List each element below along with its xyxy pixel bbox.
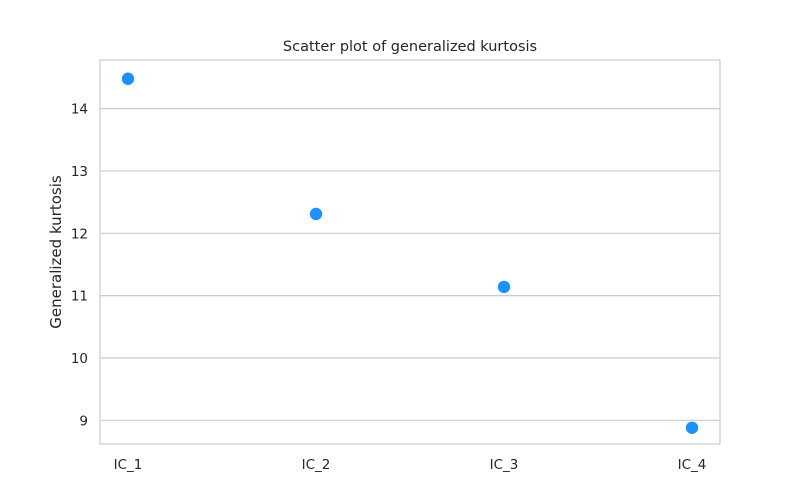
chart-title: Scatter plot of generalized kurtosis — [283, 39, 537, 55]
x-tick-label-ic-2: IC_2 — [302, 457, 331, 473]
grid-lines — [100, 108, 720, 421]
data-point-ic-3 — [497, 280, 511, 294]
y-tick-labels: 9 10 11 12 13 14 — [71, 102, 88, 430]
y-tick-label-10: 10 — [71, 351, 88, 367]
data-points — [121, 72, 699, 434]
x-tick-label-ic-4: IC_4 — [678, 457, 707, 473]
y-tick-label-13: 13 — [71, 164, 88, 180]
y-tick-label-11: 11 — [71, 289, 88, 305]
y-tick-label-14: 14 — [71, 102, 88, 118]
plot-frame — [99, 59, 721, 445]
x-tick-labels: IC_1 IC_2 IC_3 IC_4 — [114, 457, 707, 473]
y-tick-label-9: 9 — [79, 413, 88, 429]
data-point-ic-4 — [685, 421, 699, 434]
y-axis-label: Generalized kurtosis — [47, 175, 65, 329]
data-point-ic-2 — [309, 207, 323, 221]
x-tick-label-ic-3: IC_3 — [490, 457, 519, 473]
data-point-ic-1 — [121, 72, 135, 85]
y-tick-label-12: 12 — [71, 226, 88, 242]
x-tick-label-ic-1: IC_1 — [114, 457, 143, 473]
